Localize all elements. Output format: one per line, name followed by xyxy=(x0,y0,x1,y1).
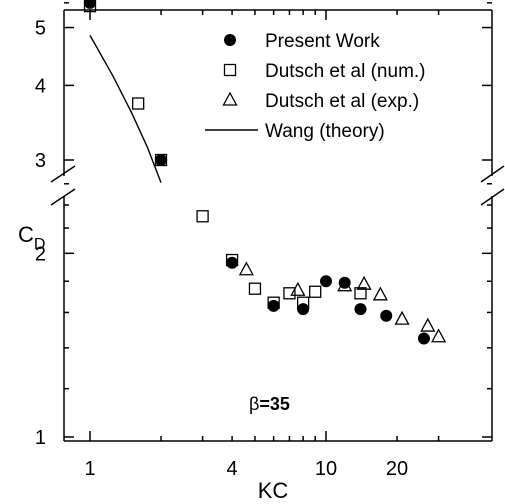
present-work-point xyxy=(267,299,280,312)
dutsch-num-point xyxy=(196,210,209,223)
legend-open-triangle xyxy=(222,91,238,106)
axis-break-mark xyxy=(480,188,505,206)
dutsch-exp-point xyxy=(420,317,436,332)
x-tick-label: 20 xyxy=(386,458,408,480)
dutsch-exp-point xyxy=(238,261,255,276)
y-axis-label: CD xyxy=(18,222,45,253)
present-work-point xyxy=(320,275,332,288)
present-work-point xyxy=(84,0,96,9)
y-tick-label: 1 xyxy=(35,427,46,449)
y-tick-label: 5 xyxy=(35,18,46,40)
present-work-point xyxy=(338,276,351,289)
present-work-point xyxy=(297,303,310,316)
legend-label: Dutsch et al (num.) xyxy=(265,61,426,82)
dutsch-exp-point xyxy=(372,286,388,301)
legend-label: Dutsch et al (exp.) xyxy=(265,91,419,112)
present-work-point xyxy=(380,309,393,322)
wang-theory-line xyxy=(89,35,162,183)
present-work-point xyxy=(155,154,168,166)
data-marks xyxy=(83,0,447,345)
legend-label: Wang (theory) xyxy=(265,121,385,142)
y-tick-label: 3 xyxy=(35,150,46,172)
legend-filled-circle xyxy=(224,34,236,46)
ticks xyxy=(64,2,492,441)
dutsch-num-point xyxy=(309,285,322,298)
axis-break-mark xyxy=(50,165,76,183)
legend-label: Present Work xyxy=(265,31,380,52)
beta-annotation: β=35 xyxy=(249,394,290,414)
tick-labels: 5 4 3 2 1 1 4 10 20 xyxy=(35,18,408,480)
x-tick-label: 4 xyxy=(227,458,238,480)
axes xyxy=(50,9,505,442)
present-work-point xyxy=(226,256,239,269)
dutsch-num-point xyxy=(283,287,296,300)
dutsch-exp-point xyxy=(431,328,447,343)
legend-open-square xyxy=(223,63,237,77)
present-work-point xyxy=(354,303,367,316)
legend: Present Work Dutsch et al (num.) Dutsch et… xyxy=(205,31,426,142)
dutsch-num-point xyxy=(354,287,367,300)
axis-break-mark xyxy=(50,188,76,206)
dutsch-num-point xyxy=(132,97,145,110)
dutsch-exp-point xyxy=(356,275,372,290)
x-tick-label: 1 xyxy=(84,458,95,480)
y-tick-label: 4 xyxy=(35,75,46,97)
dutsch-exp-point xyxy=(394,310,410,325)
x-axis-label: KC xyxy=(258,478,289,503)
present-work-point xyxy=(417,332,430,345)
y-tick-label: 2 xyxy=(35,243,46,265)
axis-break-mark xyxy=(480,165,505,183)
x-tick-label: 10 xyxy=(315,458,337,480)
dutsch-num-point xyxy=(248,282,262,295)
